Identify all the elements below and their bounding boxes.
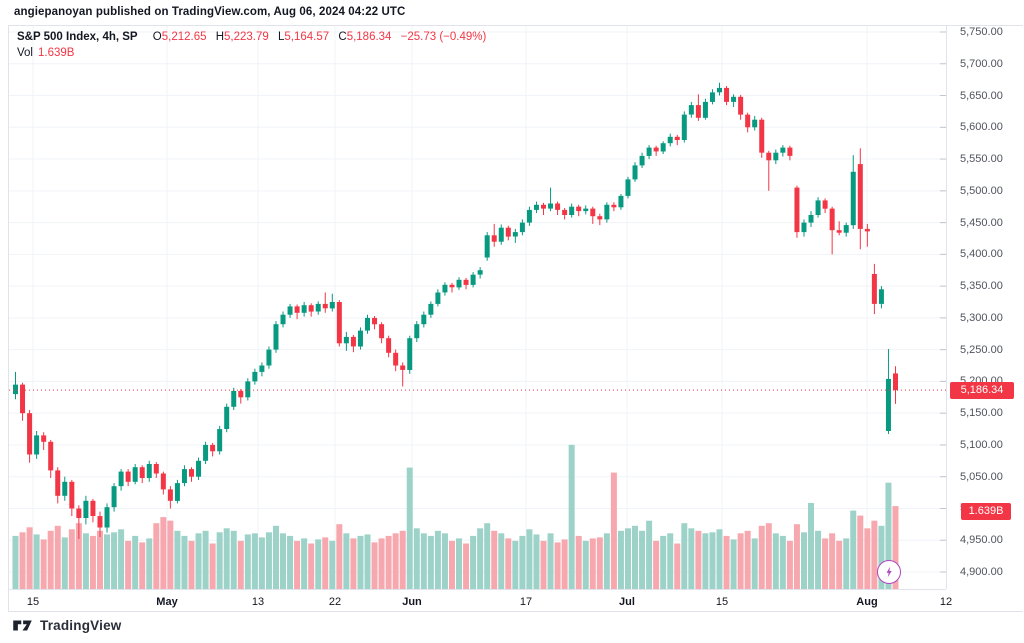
price-tick-label: 5,250.00 [960,343,1003,356]
price-tick-label: 5,600.00 [960,121,1003,134]
price-tick-label: 5,300.00 [960,311,1003,324]
time-tick-label: 22 [328,596,342,608]
price-tick-label: 4,950.00 [960,534,1003,547]
time-tick-label: 15 [26,596,40,608]
price-tick-label: 5,450.00 [960,216,1003,229]
close-label: C [338,31,347,43]
time-tick-label: 15 [715,596,729,608]
volume-legend[interactable]: Vol 1.639B [17,47,74,59]
price-tick-label: 5,150.00 [960,407,1003,420]
volume-legend-label: Vol [17,47,33,59]
close-value: 5,186.34 [346,31,392,43]
open-label: O [152,31,162,43]
change-value: −25.73 (−0.49%) [400,31,487,43]
tradingview-logo-icon [13,620,32,631]
price-tick-label: 5,650.00 [960,89,1003,102]
lightning-icon [886,566,892,578]
time-tick-label: 13 [251,596,265,608]
time-axis-separator [9,589,946,590]
time-tick-label: 12 [939,596,953,608]
open-value: 5,212.65 [161,31,207,43]
price-tick-label: 5,100.00 [960,438,1003,451]
low-label: L [278,31,285,43]
attribution-text: angiepanoyan published on TradingView.co… [14,6,406,18]
price-tick-label: 4,900.00 [960,566,1003,578]
time-tick-label: Aug [856,596,878,608]
price-tick-label: 5,050.00 [960,470,1003,483]
lightning-button[interactable] [877,560,901,584]
time-tick-label: 17 [519,596,533,608]
high-value: 5,223.79 [224,31,269,43]
volume-legend-value: 1.639B [38,47,75,59]
chart-widget: S&P 500 Index, 4h, SP O5,212.65 H5,223.7… [8,25,1023,612]
price-tick-label: 5,500.00 [960,184,1003,197]
price-axis-separator [946,26,947,589]
time-tick-label: May [156,596,178,608]
price-tick-label: 5,700.00 [960,57,1003,70]
low-value: 5,164.57 [284,31,330,43]
chart-legend[interactable]: S&P 500 Index, 4h, SP O5,212.65 H5,223.7… [17,31,486,43]
price-tick-label: 5,400.00 [960,248,1003,261]
footer-brand-link[interactable]: TradingView [12,618,121,633]
current-volume-tag: 1.639B [961,503,1011,521]
candlestick-chart[interactable] [9,26,946,589]
price-tick-label: 5,550.00 [960,153,1003,166]
time-tick-label: Jul [619,596,635,608]
symbol-title[interactable]: S&P 500 Index, 4h, SP [17,31,138,43]
high-label: H [215,31,225,43]
footer-brand-text: TradingView [40,618,122,633]
price-tick-label: 5,350.00 [960,280,1003,293]
price-tick-label: 5,750.00 [960,26,1003,38]
time-tick-label: Jun [402,596,422,608]
last-price-tag: 5,186.34 [950,381,1014,399]
